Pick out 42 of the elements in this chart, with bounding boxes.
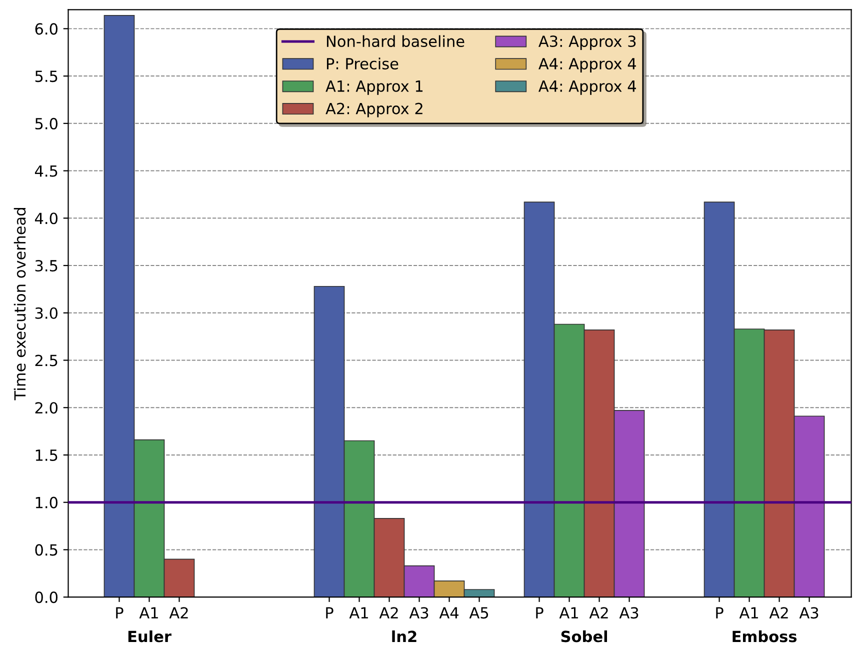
text: Emboss <box>732 630 797 642</box>
x-tick-label: A1 <box>559 607 578 618</box>
y-tick-label: 2.5 <box>35 354 58 366</box>
y-tick-label: 3.0 <box>35 307 58 319</box>
x-tick-label: A3 <box>619 607 638 619</box>
x-tick-label: A3 <box>409 607 428 619</box>
x-tick-label: P <box>116 607 124 618</box>
legend-label: A1: Approx 1 <box>326 80 423 95</box>
y-tick-label: 2.0 <box>35 402 58 414</box>
legend-label: A4: Approx 4 <box>538 58 636 72</box>
x-tick-label: A1 <box>349 607 368 618</box>
legend-label: A2: Approx 2 <box>326 102 422 118</box>
y-tick-label: 4.0 <box>34 212 58 224</box>
y-tick-label: 1.0 <box>36 496 58 508</box>
y-tick-label: 0.5 <box>35 544 58 556</box>
y-tick-label: 5.5 <box>35 70 58 82</box>
x-tick-label: A2 <box>769 607 788 618</box>
y-tick-label: 4.5 <box>34 165 58 177</box>
x-tick-label: A1 <box>139 607 158 618</box>
legend-label: P: Precise <box>326 58 398 70</box>
x-tick-label: A5 <box>469 607 488 619</box>
x-tick-label: A4 <box>439 607 458 618</box>
x-tick-label: P <box>326 607 334 618</box>
x-tick-label: A2 <box>169 607 188 618</box>
x-tick-label: A3 <box>799 607 818 619</box>
y-tick-label: 5.0 <box>35 118 58 130</box>
legend-label: Non-hard baseline <box>326 35 464 48</box>
legend-label: A4: Approx 4 <box>538 80 636 95</box>
y-axis-title: Time execution overhead <box>14 208 26 400</box>
x-tick-label: P <box>536 607 544 618</box>
y-tick-label: 3.5 <box>35 260 58 272</box>
y-tick-label: 1.5 <box>36 450 58 461</box>
x-tick-label: A1 <box>739 607 758 618</box>
x-tick-label: A2 <box>379 607 398 618</box>
text: Euler <box>128 630 172 642</box>
text: Sobel <box>561 630 608 642</box>
text: ln2 <box>392 630 416 642</box>
legend-label: A3: Approx 3 <box>538 36 636 50</box>
y-tick-label: 6.0 <box>35 23 58 35</box>
x-tick-label: A2 <box>589 607 608 618</box>
y-tick-label: 0.0 <box>35 592 58 604</box>
x-tick-label: P <box>716 607 724 618</box>
